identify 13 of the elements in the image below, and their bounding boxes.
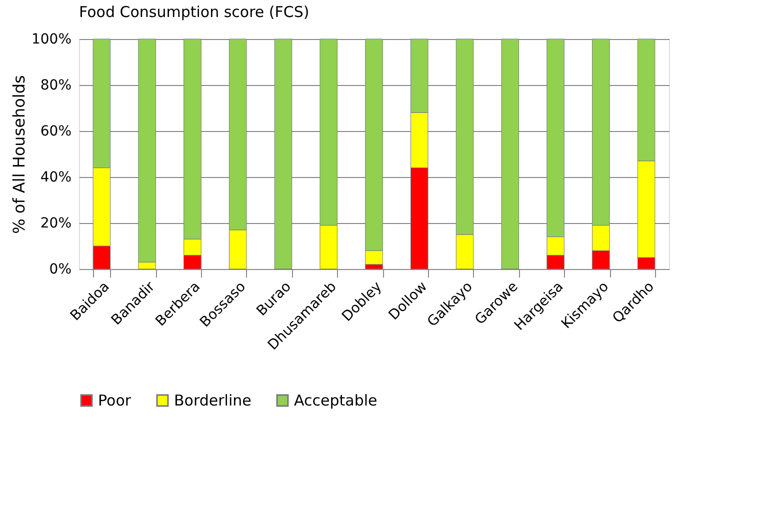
chart-title: Food Consumption score (FCS) <box>79 3 310 21</box>
y-axis-title: % of All Households <box>9 75 28 234</box>
y-tick-label: 0% <box>49 262 72 278</box>
legend-label: Borderline <box>174 392 252 410</box>
bar <box>274 38 292 270</box>
legend-label: Poor <box>98 392 132 410</box>
y-tick-label: 60% <box>40 124 72 140</box>
legend-label: Acceptable <box>294 392 378 410</box>
y-tick-label: 80% <box>40 78 72 94</box>
y-tick-label: 40% <box>40 170 72 186</box>
y-tick-label: 20% <box>40 216 72 232</box>
bar <box>501 38 520 270</box>
y-tick-label: 100% <box>31 32 72 48</box>
